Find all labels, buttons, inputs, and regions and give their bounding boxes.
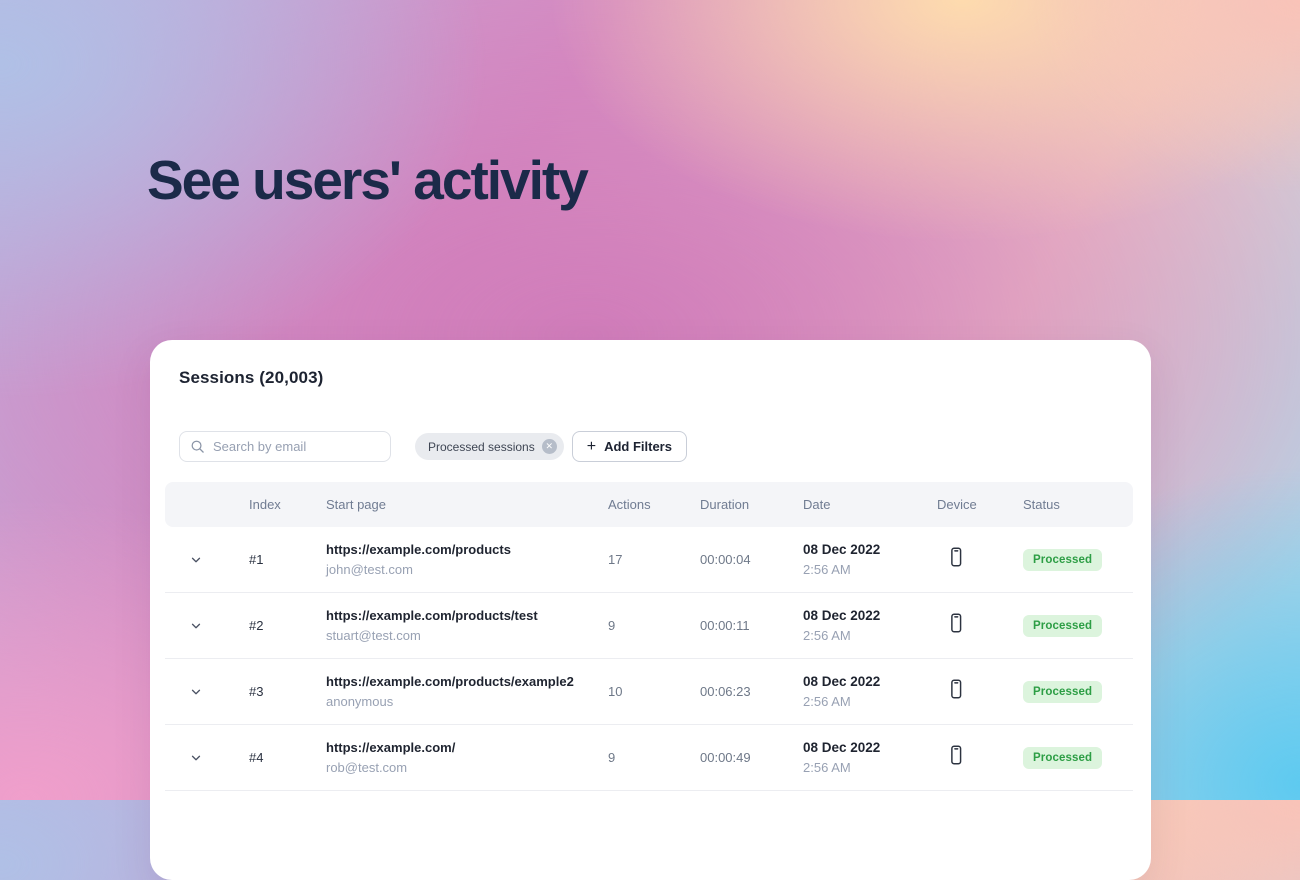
expand-row-button[interactable] [186,748,206,768]
panel-title: Sessions (20,003) [179,368,324,387]
session-time: 2:56 AM [803,562,851,577]
user-email: rob@test.com [326,760,408,775]
column-header-status: Status [1023,497,1060,512]
row-index: #4 [249,750,264,765]
sessions-table: Index Start page Actions Duration Date D… [165,482,1133,791]
row-index: #1 [249,552,264,567]
table-row: #2 https://example.com/products/test stu… [165,593,1133,659]
start-page-url: https://example.com/ [326,740,456,755]
mobile-phone-icon [951,547,962,567]
filter-chip-label: Processed sessions [428,439,535,454]
session-time: 2:56 AM [803,760,851,775]
column-header-date: Date [803,497,831,512]
chevron-down-icon [191,755,201,760]
table-row: #3 https://example.com/products/example2… [165,659,1133,725]
actions-count: 9 [608,750,616,765]
chevron-down-icon [191,557,201,562]
start-page-url: https://example.com/products [326,542,511,557]
status-badge: Processed [1023,680,1103,703]
search-box[interactable] [179,431,391,462]
toolbar: Processed sessions ✕ + Add Filters [179,431,1122,462]
column-header-start-page: Start page [326,497,386,512]
start-page-url: https://example.com/products/example2 [326,674,574,689]
expand-row-button[interactable] [186,682,206,702]
search-icon [191,440,204,453]
column-header-index: Index [249,497,281,512]
mobile-phone-icon [951,613,962,633]
add-filters-label: Add Filters [604,439,672,454]
sessions-panel: Sessions (20,003) Processed sessions ✕ +… [150,340,1151,880]
status-badge: Processed [1023,746,1103,769]
page-title: See users' activity [147,149,589,211]
actions-count: 9 [608,618,616,633]
close-icon[interactable]: ✕ [541,439,557,454]
actions-count: 10 [608,684,623,699]
chevron-down-icon [191,689,201,694]
filter-chip-processed-sessions[interactable]: Processed sessions ✕ [415,433,564,460]
row-index: #2 [249,618,264,633]
column-header-actions: Actions [608,497,651,512]
session-date: 08 Dec 2022 [803,542,881,557]
session-duration: 00:00:04 [700,552,751,567]
actions-count: 17 [608,552,623,567]
column-header-duration: Duration [700,497,750,512]
table-header: Index Start page Actions Duration Date D… [165,482,1133,527]
row-index: #3 [249,684,264,699]
session-duration: 00:06:23 [700,684,751,699]
session-date: 08 Dec 2022 [803,740,881,755]
status-badge: Processed [1023,614,1103,637]
session-time: 2:56 AM [803,694,851,709]
expand-row-button[interactable] [186,616,206,636]
plus-icon: + [586,437,597,455]
column-header-device: Device [937,497,977,512]
user-email: john@test.com [326,562,413,577]
session-date: 08 Dec 2022 [803,674,881,689]
add-filters-button[interactable]: + Add Filters [571,431,687,462]
start-page-url: https://example.com/products/test [326,608,538,623]
session-duration: 00:00:11 [700,618,750,633]
expand-row-button[interactable] [186,550,206,570]
table-row: #1 https://example.com/products john@tes… [165,527,1133,593]
user-email: stuart@test.com [326,628,421,643]
user-email: anonymous [326,694,394,709]
chevron-down-icon [191,623,201,628]
session-duration: 00:00:49 [700,750,751,765]
table-row: #4 https://example.com/ rob@test.com 9 0… [165,725,1133,791]
search-input[interactable] [213,439,380,454]
session-time: 2:56 AM [803,628,851,643]
mobile-phone-icon [951,679,962,699]
status-badge: Processed [1023,548,1103,571]
mobile-phone-icon [951,745,962,765]
session-date: 08 Dec 2022 [803,608,881,623]
